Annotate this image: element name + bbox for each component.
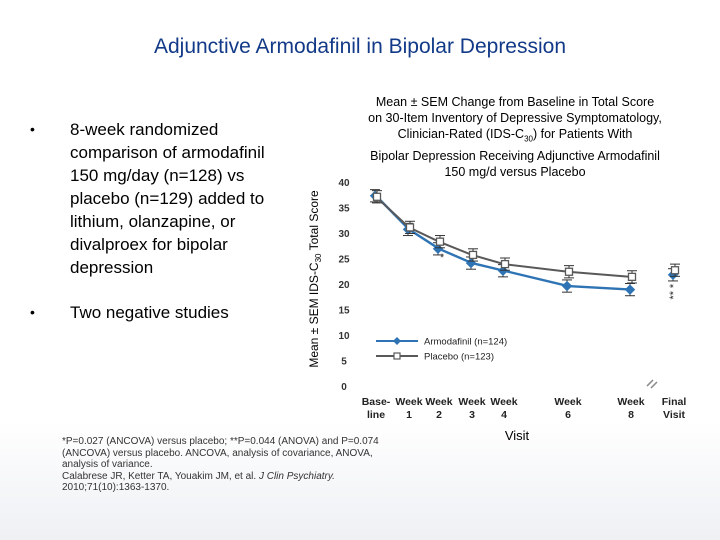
data-point-armodafinil <box>561 280 573 292</box>
chart-title: Mean ± SEM Change from Baseline in Total… <box>340 94 690 180</box>
legend-label: Placebo (n=123) <box>424 352 494 363</box>
citation-journal: J Clin Psychiatry. <box>258 470 335 482</box>
series-layer <box>369 189 680 297</box>
chart-title-line: 150 mg/d versus Placebo <box>444 164 586 179</box>
x-axis-label: Visit <box>505 428 530 443</box>
y-tick-label: 25 <box>338 255 350 266</box>
x-tick-label: Final Visit <box>662 396 687 421</box>
data-point-placebo <box>500 259 510 269</box>
y-axis-label: Mean ± SEM IDS-C30 Total Score <box>307 190 323 368</box>
svg-text:Mean ± SEM IDS-C30 Total Score: Mean ± SEM IDS-C30 Total Score <box>307 190 323 368</box>
footnote-line: 2010;71(10):1363-1370. <box>62 482 170 493</box>
bullet-text: 8-week randomized comparison of armodafi… <box>70 120 265 277</box>
data-point-placebo <box>564 267 574 276</box>
data-point-placebo <box>670 266 680 275</box>
bullet-marker: • <box>30 121 35 137</box>
legend-marker-placebo <box>393 352 401 360</box>
chart-title-line: Mean ± SEM Change from Baseline in Total… <box>375 95 655 109</box>
series-placebo <box>372 190 680 284</box>
footnote-citation: Calabrese JR, Ketter TA, Youakim JM, et … <box>62 471 452 483</box>
bullet-list: • 8-week randomized comparison of armoda… <box>30 118 280 346</box>
y-axis: 0 5 10 15 20 25 30 35 40 <box>338 178 350 393</box>
bullet-text: Two negative studies <box>70 303 229 322</box>
significance-marker: * <box>440 252 445 264</box>
x-tick-label: Base-line <box>362 396 391 421</box>
y-tick-label: 40 <box>338 178 350 189</box>
chart-title-text: ) for Patients With <box>533 127 633 141</box>
chart-title-line: on 30-Item Inventory of Depressive Sympt… <box>368 111 662 125</box>
y-tick-label: 5 <box>341 357 347 368</box>
axis-break-marker <box>646 379 658 389</box>
significance-marker: * <box>668 283 680 288</box>
data-point-placebo <box>468 250 478 260</box>
data-point-placebo <box>435 237 445 246</box>
x-tick-label: Week 3 <box>458 396 485 421</box>
footnote-line: analysis of variance. <box>62 459 153 470</box>
y-tick-label: 30 <box>338 229 350 240</box>
x-tick-label: Week 8 <box>617 396 644 421</box>
annotation-layer: **** <box>440 252 680 299</box>
x-tick-label: Week 1 <box>395 396 422 421</box>
y-tick-label: 20 <box>338 280 350 291</box>
legend-marker-armodafinil <box>393 337 401 345</box>
footnote: *P=0.027 (ANCOVA) versus placebo; **P=0.… <box>62 436 452 494</box>
y-axis-label-subscript: 30 <box>314 253 323 262</box>
y-tick-label: 35 <box>338 204 350 215</box>
y-tick-label: 15 <box>338 306 350 317</box>
x-tick-label: Week 4 <box>490 396 517 421</box>
legend: Armodafinil (n=124) Placebo (n=123) <box>376 337 507 363</box>
bullet-negative-studies: • Two negative studies <box>30 301 280 324</box>
slide-title: Adjunctive Armodafinil in Bipolar Depres… <box>153 35 567 58</box>
chart-title-line: Bipolar Depression Receiving Adjunctive … <box>370 148 660 163</box>
significance-marker: ** <box>668 290 680 299</box>
data-point-placebo <box>372 192 382 201</box>
legend-label: Armodafinil (n=124) <box>424 337 507 348</box>
data-point-placebo <box>627 272 637 282</box>
footnote-line: (ANCOVA) versus placebo. ANCOVA, analysi… <box>62 447 373 459</box>
data-point-armodafinil <box>465 257 477 269</box>
data-point-armodafinil <box>624 284 636 295</box>
y-tick-label: 0 <box>341 382 347 393</box>
x-tick-label: Week 6 <box>554 396 581 421</box>
chart-title-subscript: 30 <box>524 134 533 144</box>
y-axis-label-text: Mean ± SEM IDS-C <box>307 262 321 368</box>
citation-authors: Calabrese JR, Ketter TA, Youakim JM, et … <box>62 470 257 482</box>
y-tick-label: 10 <box>338 331 350 342</box>
bullet-marker: • <box>30 304 35 320</box>
data-point-placebo <box>405 223 415 232</box>
chart-title-line: Clinician-Rated (IDS-C30) for Patients W… <box>340 126 690 148</box>
x-tick-label: Week 2 <box>425 396 452 421</box>
bullet-study-design: • 8-week randomized comparison of armoda… <box>30 118 280 279</box>
y-axis-label-text: Total Score <box>307 190 321 253</box>
footnote-line: *P=0.027 (ANCOVA) versus placebo; **P=0.… <box>62 436 379 447</box>
chart-title-text: Clinician-Rated (IDS-C <box>397 127 525 141</box>
